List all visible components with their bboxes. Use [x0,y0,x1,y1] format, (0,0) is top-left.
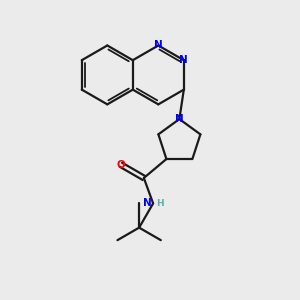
Text: H: H [156,199,164,208]
Text: N: N [179,55,188,65]
Text: N: N [143,198,152,208]
Text: N: N [175,114,184,124]
Text: O: O [116,160,125,170]
Text: N: N [154,40,163,50]
